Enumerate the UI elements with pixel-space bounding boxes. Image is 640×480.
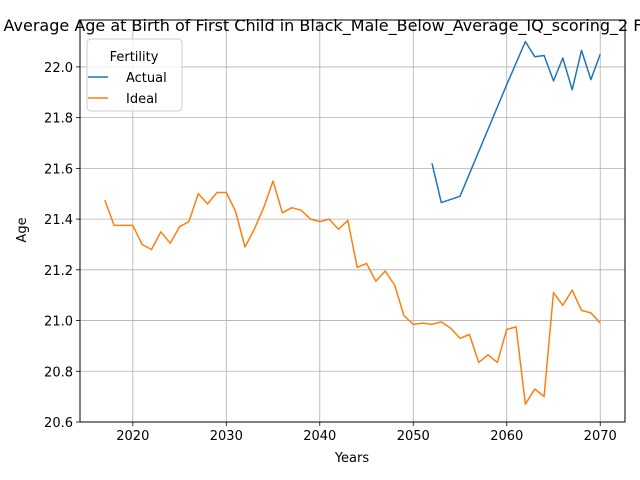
x-tick-label: 2070 <box>584 429 617 444</box>
legend-label-ideal: Ideal <box>126 92 158 107</box>
x-tick-label: 2040 <box>303 429 336 444</box>
legend-title: Fertility <box>110 50 159 65</box>
series-line-ideal <box>104 180 601 405</box>
x-axis-label: Years <box>334 451 370 466</box>
y-tick-label: 21.0 <box>44 315 73 330</box>
x-tick-label: 2030 <box>210 429 243 444</box>
y-tick-label: 21.4 <box>44 213 73 228</box>
grid <box>80 20 625 423</box>
chart-title: Average Age at Birth of First Child in B… <box>4 16 640 36</box>
x-tick-label: 2050 <box>397 429 430 444</box>
axis-ticks: 2020 2030 2040 2050 2060 2070 20.6 20.8 21.0 21.2… <box>44 61 617 444</box>
x-tick-label: 2060 <box>490 429 523 444</box>
series-line-actual <box>431 40 601 204</box>
legend-box <box>86 38 183 112</box>
y-tick-label: 21.6 <box>44 162 73 177</box>
legend-label-actual: Actual <box>126 71 167 86</box>
y-tick-label: 20.8 <box>44 365 73 380</box>
y-tick-label: 20.6 <box>44 416 73 431</box>
legend: Fertility Actual Ideal <box>86 38 183 112</box>
y-axis-label: Age <box>15 217 30 242</box>
series-lines <box>104 40 601 405</box>
y-tick-label: 22.0 <box>44 61 73 76</box>
x-tick-label: 2020 <box>116 429 149 444</box>
plot-area-frame <box>79 19 626 423</box>
y-tick-label: 21.2 <box>44 264 73 279</box>
y-tick-label: 21.8 <box>44 112 73 127</box>
